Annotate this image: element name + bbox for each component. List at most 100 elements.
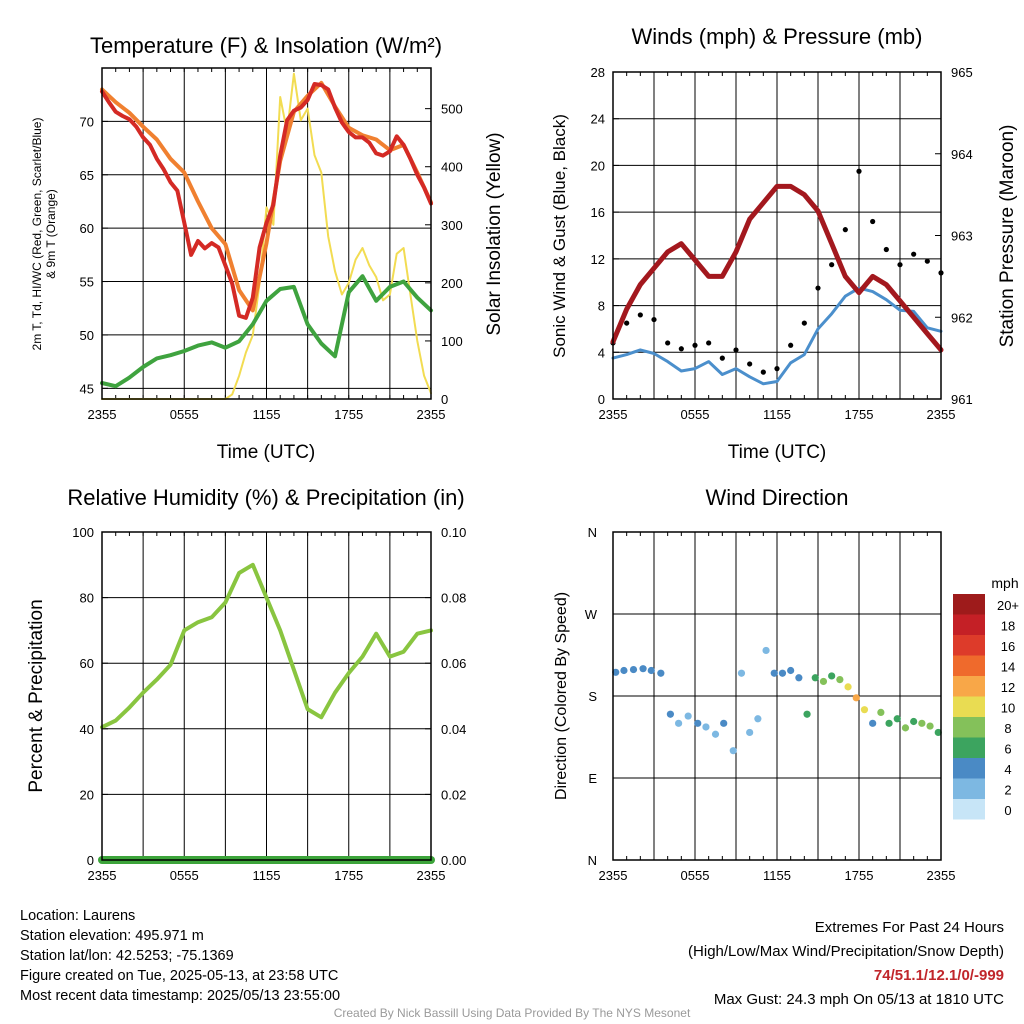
colorbar-swatch (953, 696, 985, 717)
wind-direction-point (860, 706, 869, 714)
rh-ytick-label: 100 (72, 525, 94, 540)
wind-direction-point (803, 710, 811, 718)
colorbar-label: 20+ (997, 598, 1019, 613)
wind-direction-point (893, 715, 901, 723)
wind-xtick-label: 2355 (927, 407, 956, 422)
temp-ytick-label: 45 (80, 381, 94, 396)
gust-point (911, 251, 917, 257)
temp-xlabel: Time (UTC) (217, 442, 316, 463)
temp-xtick-label: 1755 (334, 407, 363, 422)
colorbar-label: 6 (1004, 742, 1011, 757)
wind-direction-point (702, 723, 710, 731)
wind-ytick-label: 0 (598, 392, 605, 407)
wind-xtick-label: 2355 (599, 407, 628, 422)
wind-ytick-label: 4 (598, 345, 605, 360)
colorbar-swatch (953, 655, 985, 676)
gust-point (815, 285, 821, 291)
temp-ytick-label: 50 (80, 328, 94, 343)
wind-direction-point (629, 665, 638, 674)
wind-xtick-label: 1755 (845, 407, 874, 422)
recent-timestamp: Most recent data timestamp: 2025/05/13 2… (20, 988, 341, 1004)
gust-point (692, 342, 698, 348)
gust-point (774, 366, 780, 372)
wind-direction-point (910, 717, 918, 726)
wind-panel-title: Winds (mph) & Pressure (mb) (632, 24, 923, 49)
temp-9m-line (100, 80, 433, 313)
dir-xtick-label: 0555 (681, 868, 710, 883)
colorbar-swatch (953, 614, 985, 635)
rh-ylabel: Percent & Precipitation (26, 599, 47, 792)
wind-direction-point (666, 710, 675, 718)
colorbar-label: 4 (1004, 762, 1011, 777)
rh-ytick-label: 40 (80, 722, 94, 737)
gust-point (719, 355, 725, 361)
wind-direction-point (770, 669, 778, 677)
gust-point (897, 262, 903, 268)
wind-direction-point (620, 666, 628, 675)
wind-ytick-label: 28 (591, 65, 605, 80)
gust-point (760, 369, 766, 375)
temp-ylabel-line1: 2m T, Td, HI/WC (Red, Green, Scarlet/Blu… (30, 118, 44, 351)
rh-plot: 2355 0555 1155 1755 23550204060801000.000.02… (72, 525, 466, 883)
wind-direction-point (729, 747, 737, 755)
wind-ytick-label: 24 (591, 112, 605, 127)
wind-direction-point (926, 722, 934, 730)
extremes-values: 74/51.1/12.1/0/-999 (873, 967, 1004, 984)
gust-point (747, 361, 753, 367)
speed-colorbar: 20+ 18 16 14 12 10 8 6 4 2 0 (953, 594, 1019, 820)
gust-point (637, 312, 643, 318)
colorbar-title: mph (991, 575, 1018, 591)
wind-direction-point (684, 712, 692, 720)
temp-xtick-label: 1155 (253, 407, 281, 422)
gust-point (856, 168, 862, 174)
temp-plot: 2355 0555 1155 1755 2355 45 50 55 60 65 70 0 100 200 3… (80, 67, 463, 422)
colorbar-swatch (953, 594, 985, 615)
temp-y2tick-label: 200 (441, 276, 463, 291)
rh-ytick-label: 0 (87, 853, 94, 868)
colorbar-swatch (953, 737, 985, 758)
colorbar-label: 14 (1001, 660, 1015, 675)
wind-direction-point (901, 724, 910, 732)
wind-direction-point (877, 708, 885, 717)
gust-point (665, 340, 671, 346)
wind-direction-point (737, 669, 746, 677)
gust-point (706, 340, 712, 346)
rh-y2tick-label: 0.10 (441, 525, 466, 540)
rh-xtick-label: 1755 (334, 868, 363, 883)
colorbar-swatch (953, 799, 985, 820)
dir-ytick-label: N (588, 525, 597, 540)
wind-xlabel: Time (UTC) (728, 442, 827, 463)
temp-xtick-label: 2355 (417, 407, 446, 422)
dir-ytick-label: S (588, 689, 597, 704)
temp-ylabel-line2: & 9m T (Orange) (44, 189, 58, 279)
wind-direction-point (795, 674, 803, 682)
temp-plot-border (101, 67, 432, 400)
colorbar-label: 18 (1001, 619, 1015, 634)
wind-y2label: Station Pressure (Maroon) (997, 125, 1018, 348)
gust-point (733, 347, 739, 353)
wind-direction-point (918, 719, 926, 727)
gust-point (678, 346, 684, 352)
rh-xtick-label: 2355 (88, 868, 117, 883)
wind-direction-point (787, 666, 795, 675)
rh-plot-border (101, 531, 432, 861)
colorbar-swatch (953, 676, 985, 697)
station-pressure-line (610, 183, 944, 353)
credit-line: Created By Nick Bassill Using Data Provi… (333, 1006, 691, 1020)
wind-direction-point (836, 676, 844, 684)
colorbar-label: 12 (1001, 680, 1015, 695)
wind-ytick-label: 8 (598, 299, 605, 314)
station-elevation: Station elevation: 495.971 m (20, 928, 204, 944)
rh-y2tick-label: 0.08 (441, 591, 466, 606)
temp-xtick-label: 2355 (88, 407, 117, 422)
colorbar-swatch (953, 717, 985, 738)
rh-y2tick-label: 0.00 (441, 853, 466, 868)
colorbar-swatch (953, 778, 985, 799)
dewpoint-line (100, 274, 433, 389)
temp-ytick-label: 70 (80, 114, 94, 129)
wind-y2tick-label: 964 (951, 147, 973, 162)
gust-point (624, 320, 630, 326)
extremes-title: Extremes For Past 24 Hours (814, 919, 1004, 936)
